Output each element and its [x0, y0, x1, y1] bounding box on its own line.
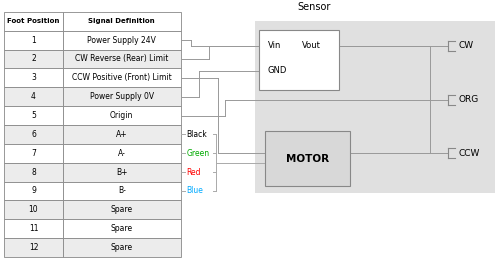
Text: 6: 6: [31, 130, 36, 139]
Text: CCW Positive (Front) Limit: CCW Positive (Front) Limit: [72, 73, 172, 82]
Text: CW Reverse (Rear) Limit: CW Reverse (Rear) Limit: [75, 54, 168, 63]
Text: 12: 12: [29, 243, 38, 252]
Text: Sensor: Sensor: [298, 2, 331, 12]
Bar: [255, 21, 495, 193]
Text: ORG: ORG: [458, 95, 479, 104]
Text: 5: 5: [31, 111, 36, 120]
Text: CCW: CCW: [458, 149, 480, 158]
Bar: [63, 125, 180, 144]
Text: 3: 3: [31, 73, 36, 82]
Text: 8: 8: [31, 168, 36, 177]
Text: Signal Definition: Signal Definition: [88, 18, 155, 24]
Bar: [265, 131, 350, 186]
Text: Power Supply 24V: Power Supply 24V: [88, 36, 156, 45]
Text: Foot Position: Foot Position: [8, 18, 60, 24]
Text: 11: 11: [29, 224, 38, 233]
Text: Spare: Spare: [110, 224, 133, 233]
Bar: [63, 200, 180, 219]
Bar: [4, 68, 63, 87]
Text: Vin: Vin: [268, 41, 281, 50]
Bar: [63, 87, 180, 106]
Bar: [4, 87, 63, 106]
Bar: [4, 219, 63, 238]
Bar: [63, 163, 180, 182]
Text: 10: 10: [28, 205, 38, 214]
Text: 1: 1: [31, 36, 36, 45]
Bar: [4, 144, 63, 163]
Bar: [63, 106, 180, 125]
Bar: [63, 182, 180, 200]
Text: B-: B-: [118, 187, 126, 195]
Bar: [63, 31, 180, 50]
Bar: [4, 125, 63, 144]
Text: Origin: Origin: [110, 111, 134, 120]
Text: 9: 9: [31, 187, 36, 195]
Text: Green: Green: [186, 149, 210, 158]
Bar: [4, 238, 63, 257]
Bar: [4, 182, 63, 200]
Text: Vout: Vout: [302, 41, 320, 50]
Text: Power Supply 0V: Power Supply 0V: [90, 92, 154, 101]
Text: Spare: Spare: [110, 243, 133, 252]
Bar: [4, 163, 63, 182]
Text: 4: 4: [31, 92, 36, 101]
Bar: [63, 50, 180, 68]
Bar: [63, 238, 180, 257]
Text: GND: GND: [268, 66, 287, 75]
Text: Blue: Blue: [186, 187, 204, 195]
Bar: [63, 12, 180, 31]
Bar: [4, 106, 63, 125]
Bar: [4, 200, 63, 219]
Text: MOTOR: MOTOR: [286, 154, 329, 163]
Bar: [259, 30, 339, 90]
Text: Red: Red: [186, 168, 201, 177]
Text: Black: Black: [186, 130, 208, 139]
Text: Spare: Spare: [110, 205, 133, 214]
Text: B+: B+: [116, 168, 128, 177]
Bar: [63, 219, 180, 238]
Bar: [63, 68, 180, 87]
Bar: [4, 50, 63, 68]
Text: 7: 7: [31, 149, 36, 158]
Bar: [4, 12, 63, 31]
Text: A-: A-: [118, 149, 126, 158]
Text: A+: A+: [116, 130, 128, 139]
Text: CW: CW: [458, 41, 473, 50]
Text: 2: 2: [31, 54, 36, 63]
Bar: [63, 144, 180, 163]
Bar: [4, 31, 63, 50]
